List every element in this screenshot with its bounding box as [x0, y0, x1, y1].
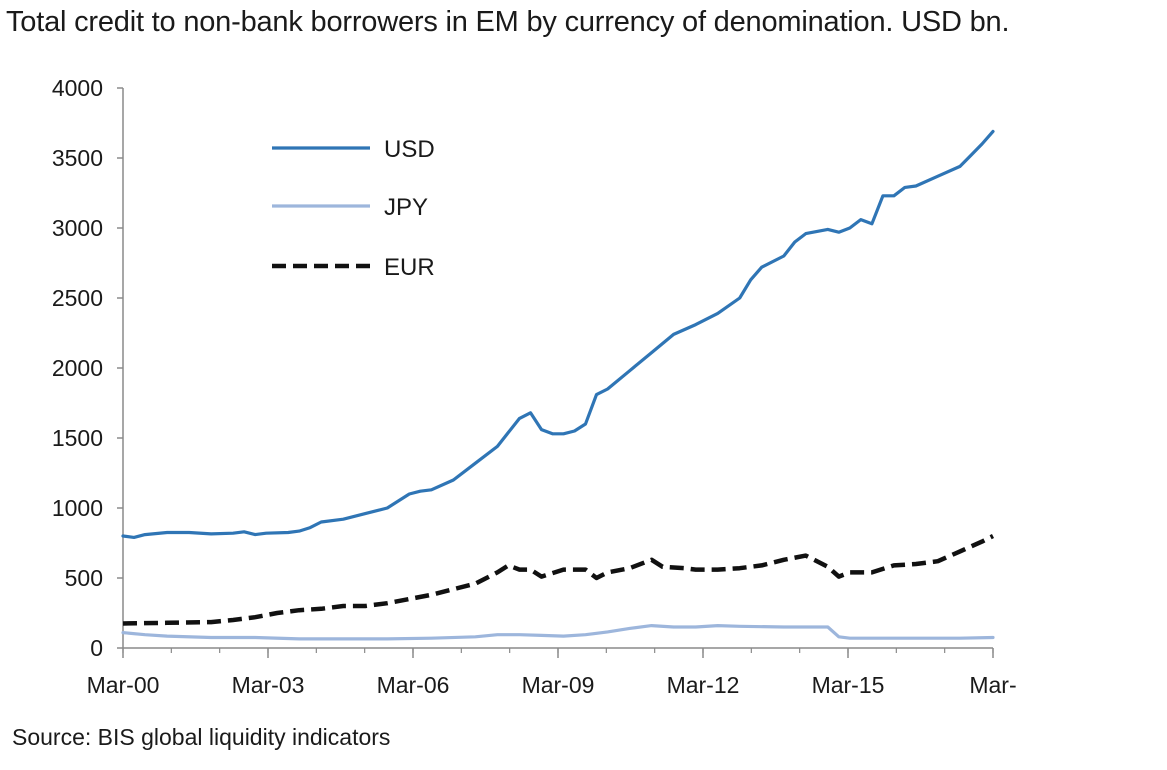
- x-tick-label: Mar-00: [87, 672, 160, 698]
- y-tick-label: 2500: [52, 285, 103, 311]
- legend-label-usd: USD: [384, 136, 435, 163]
- y-tick-label: 1000: [52, 495, 103, 521]
- legend-label-eur: EUR: [384, 254, 435, 281]
- y-tick-label: 1500: [52, 425, 103, 451]
- y-axis: 0 500 1000 1500 2000 2500 3000 3500 4000: [52, 75, 124, 661]
- y-tick-label: 3000: [52, 215, 103, 241]
- y-tick-label: 4000: [52, 75, 103, 101]
- y-tick-label: 2000: [52, 355, 103, 381]
- series-layer: [121, 129, 995, 641]
- x-tick-label: Mar-09: [522, 672, 595, 698]
- series-line-eur: [122, 533, 995, 626]
- x-tick-label: Mar-: [969, 672, 1016, 698]
- legend-label-jpy: JPY: [384, 194, 428, 221]
- chart-title: Total credit to non-bank borrowers in EM…: [6, 6, 1010, 38]
- series-line-usd: [121, 129, 995, 539]
- chart-source: Source: BIS global liquidity indicators: [12, 724, 391, 750]
- y-tick-label: 500: [65, 565, 103, 591]
- y-tick-label: 3500: [52, 145, 103, 171]
- x-tick-label: Mar-12: [667, 672, 740, 698]
- y-tick-label: 0: [90, 635, 103, 661]
- x-axis: Mar-00 Mar-03 Mar-06 Mar-09 Mar-12 Mar-15 Mar-: [87, 647, 1017, 698]
- series-line-jpy: [121, 624, 995, 641]
- x-tick-label: Mar-06: [377, 672, 450, 698]
- x-tick-label: Mar-15: [812, 672, 885, 698]
- x-tick-label: Mar-03: [232, 672, 305, 698]
- legend: USD JPY EUR: [272, 136, 435, 281]
